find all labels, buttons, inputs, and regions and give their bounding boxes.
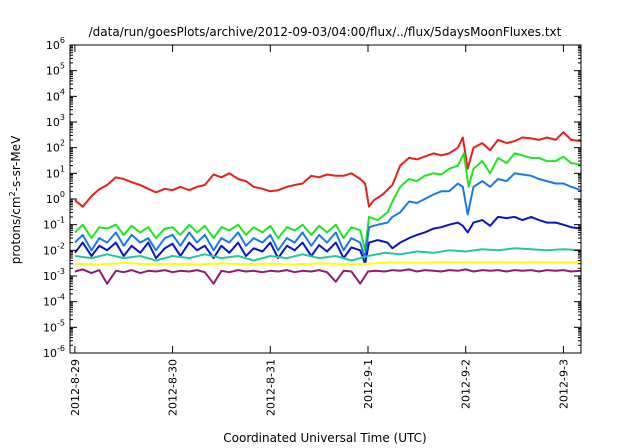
x-tick-label: 2012-9-2 (460, 359, 473, 409)
series-line-4 (74, 215, 582, 265)
series-line-6 (74, 261, 581, 266)
series-line-1 (74, 131, 582, 208)
y-tick-label: 102 (46, 139, 65, 155)
y-tick-label: 10-6 (43, 344, 65, 360)
y-tick-label: 104 (46, 87, 65, 103)
y-tick-label: 100 (46, 190, 65, 206)
x-tick-label: 2012-8-31 (264, 359, 277, 416)
y-tick-label: 10-2 (43, 241, 65, 257)
series-line-2 (74, 152, 582, 252)
series-line-7 (74, 268, 582, 285)
x-tick-label: 2012-8-29 (69, 359, 82, 416)
plot-frame (69, 44, 582, 354)
x-tick-label: 2012-9-1 (362, 359, 375, 409)
y-axis-label: protons/cm2-s-sr-MeV (8, 135, 23, 264)
y-tick-label: 103 (46, 113, 65, 129)
y-tick-label: 10-1 (43, 216, 65, 232)
y-axis: 10-6 10-5 10-4 10-3 10-2 10-1 100 101 102 103 104 1… (43, 36, 581, 360)
x-axis-label: Coordinated Universal Time (UTC) (223, 431, 426, 445)
series-line-3 (74, 172, 582, 260)
y-tick-label: 106 (46, 36, 65, 52)
y-tick-label: 105 (46, 62, 65, 78)
x-axis: 2012-8-29 2012-8-30 2012-8-31 2012-9-1 2012-… (69, 45, 570, 416)
series-line-5 (74, 247, 582, 262)
y-axis-label-exponent: 2 (8, 191, 17, 196)
chart-title: /data/run/goesPlots/archive/2012-09-03/0… (89, 25, 562, 39)
y-tick-label: 10-4 (43, 293, 65, 309)
x-tick-label: 2012-9-3 (557, 359, 570, 409)
y-tick-label: 101 (46, 164, 65, 180)
series-layer (74, 131, 582, 285)
x-tick-label: 2012-8-30 (167, 359, 180, 416)
y-tick-label: 10-5 (43, 318, 65, 334)
y-tick-label: 10-3 (43, 267, 65, 283)
